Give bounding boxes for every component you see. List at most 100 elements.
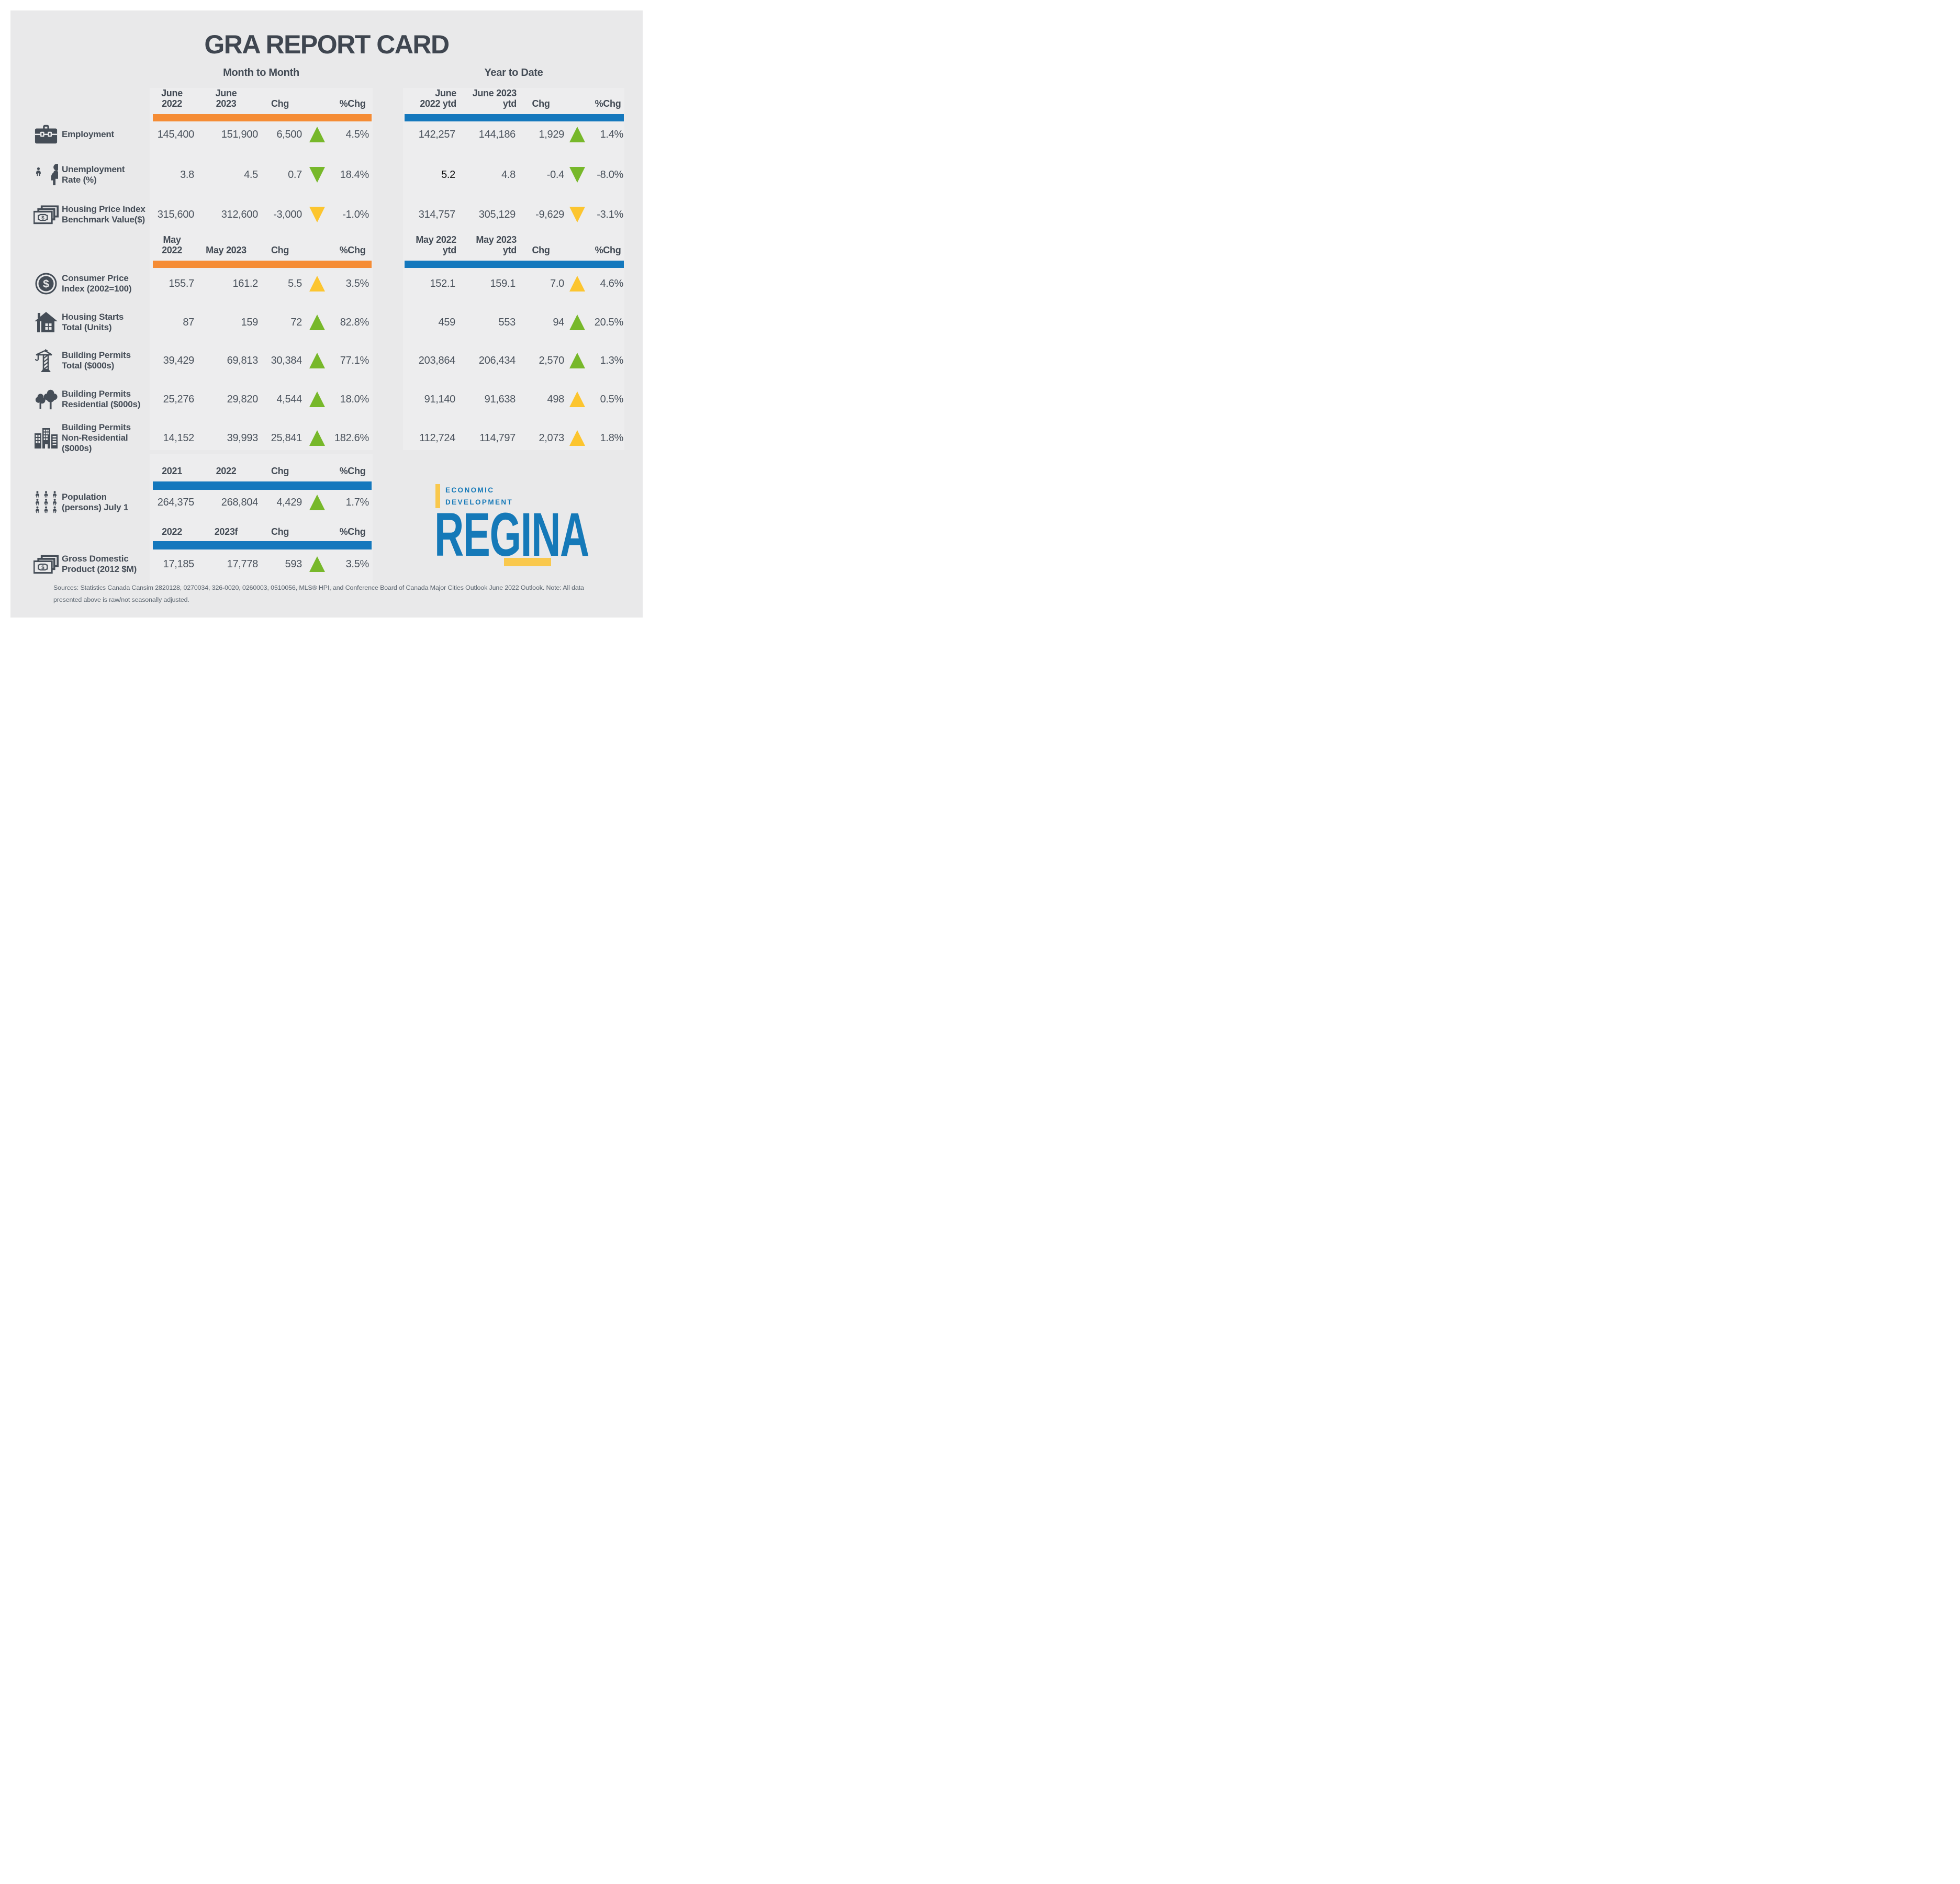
row-values-ytd: 142,257 144,186 1,929 1.4% [402, 118, 623, 151]
banknotes-icon: $ [31, 547, 61, 581]
section-bar-orange [153, 114, 372, 121]
row-values-ytd: 459 553 94 20.5% [402, 306, 623, 339]
value-cell: 17,778 [227, 558, 259, 570]
row-values-ytd: 5.2 4.8 -0.4 -8.0% [402, 158, 623, 192]
trend-icon [569, 430, 585, 446]
value-cell: 25,841 [271, 432, 303, 444]
value-cell: 182.6% [334, 432, 369, 444]
value-cell: 1.8% [600, 432, 624, 444]
value-cell: 4,544 [276, 393, 302, 405]
banknotes-icon: $ [31, 198, 61, 231]
value-cell: 91,140 [424, 393, 456, 405]
row-values-ytd: 314,757 305,129 -9,629 -3.1% [402, 198, 623, 231]
column-header: Chg [271, 245, 289, 256]
trend-icon [309, 127, 325, 142]
row-values-ytd: 152.1 159.1 7.0 4.6% [402, 267, 623, 300]
value-cell: 39,429 [163, 354, 195, 366]
value-cell: 1.7% [345, 496, 369, 508]
value-cell: 203,864 [418, 354, 456, 366]
table-panel [150, 88, 373, 234]
column-header: %Chg [339, 245, 366, 256]
value-cell: 94 [553, 316, 564, 328]
trend-icon [569, 315, 585, 330]
column-header: 2022 [216, 466, 237, 477]
value-cell: 1.4% [600, 128, 624, 140]
value-cell: 4.8 [501, 169, 516, 181]
svg-text:$: $ [43, 278, 49, 290]
section-bar-blue [153, 481, 372, 490]
table-row: Population (persons) July 1 264,375 268,… [10, 486, 643, 519]
value-cell: 14,152 [163, 432, 195, 444]
row-label: Building Permits Non-Residential ($000s) [62, 422, 131, 454]
row-values-ytd: 91,140 91,638 498 0.5% [402, 383, 623, 416]
briefcase-icon [31, 118, 61, 151]
row-label: Housing Price Index Benchmark Value($) [62, 204, 145, 225]
column-header: 2023f [214, 526, 238, 537]
value-cell: 4,429 [276, 496, 302, 508]
value-cell: 4.6% [600, 277, 624, 289]
trend-icon [309, 430, 325, 446]
value-cell: 20.5% [594, 316, 624, 328]
value-cell: 0.7 [288, 169, 302, 181]
value-cell: 7.0 [550, 277, 564, 289]
table-row: Employment 145,400 151,900 6,500 4.5% 14… [10, 118, 643, 151]
section-bar-blue [405, 261, 624, 268]
column-headers-may-ytd: May 2022 ytd May 2023 ytd Chg %Chg [403, 230, 624, 259]
trend-icon [569, 127, 585, 142]
row-values-mtm: 14,152 39,993 25,841 182.6% [150, 420, 373, 456]
column-header: %Chg [595, 98, 621, 109]
value-cell: 29,820 [227, 393, 259, 405]
svg-text:$: $ [41, 565, 44, 571]
table-row: Housing Starts Total (Units) 87 159 72 8… [10, 306, 643, 339]
value-cell: 155.7 [169, 277, 194, 289]
column-headers-may-mtm: May 2022 May 2023 Chg %Chg [150, 230, 373, 259]
value-cell: 87 [183, 316, 194, 328]
row-values: 264,375 268,804 4,429 1.7% [150, 486, 373, 519]
value-cell: 112,724 [419, 432, 455, 444]
value-cell: -8.0% [597, 169, 623, 181]
trend-icon [309, 556, 325, 572]
table-panel [403, 88, 624, 234]
value-cell: 39,993 [227, 432, 259, 444]
row-values-mtm: 25,276 29,820 4,544 18.0% [150, 383, 373, 416]
logo-wordmark: REGINA [434, 500, 589, 569]
value-cell: -3,000 [273, 208, 302, 220]
table-panel [150, 521, 373, 586]
trend-icon [309, 353, 325, 368]
row-values-mtm: 39,429 69,813 30,384 77.1% [150, 344, 373, 377]
value-cell: 1,929 [539, 128, 564, 140]
value-cell: 314,757 [418, 208, 456, 220]
value-cell: 0.5% [600, 393, 624, 405]
column-header: %Chg [339, 466, 366, 477]
value-cell: 206,434 [478, 354, 516, 366]
value-cell: 553 [498, 316, 516, 328]
column-header: %Chg [595, 245, 621, 256]
trend-icon [569, 276, 585, 291]
sources-note: Sources: Statistics Canada Cansim 282012… [53, 584, 584, 603]
row-label: Building Permits Residential ($000s) [62, 388, 141, 409]
table-row: Unemployment Rate (%) 3.8 4.5 0.7 18.4% … [10, 158, 643, 192]
value-cell: 161.2 [232, 277, 258, 289]
value-cell: 25,276 [163, 393, 195, 405]
column-header: 2022 [162, 526, 182, 537]
column-header: June 2023 ytd [472, 88, 517, 109]
column-header: June 2022 ytd [420, 88, 456, 109]
value-cell: 4.5% [345, 128, 369, 140]
logo-accent-bar [435, 484, 440, 508]
value-cell: 159.1 [490, 277, 516, 289]
trend-icon [569, 167, 585, 183]
column-header: Chg [271, 466, 289, 477]
value-cell: -0.4 [546, 169, 565, 181]
value-cell: 144,186 [478, 128, 516, 140]
column-headers-june-ytd: June 2022 ytd June 2023 ytd Chg %Chg [403, 82, 624, 112]
trend-icon [309, 276, 325, 291]
section-bar-orange [153, 261, 372, 268]
table-row: $ Consumer Price Index (2002=100) 155.7 … [10, 267, 643, 300]
value-cell: 142,257 [418, 128, 456, 140]
trend-icon [309, 495, 325, 510]
value-cell: -1.0% [342, 208, 369, 220]
value-cell: 3.5% [345, 277, 369, 289]
value-cell: 264,375 [157, 496, 195, 508]
value-cell: -9,629 [535, 208, 564, 220]
section-title-month-to-month: Month to Month [223, 67, 299, 78]
